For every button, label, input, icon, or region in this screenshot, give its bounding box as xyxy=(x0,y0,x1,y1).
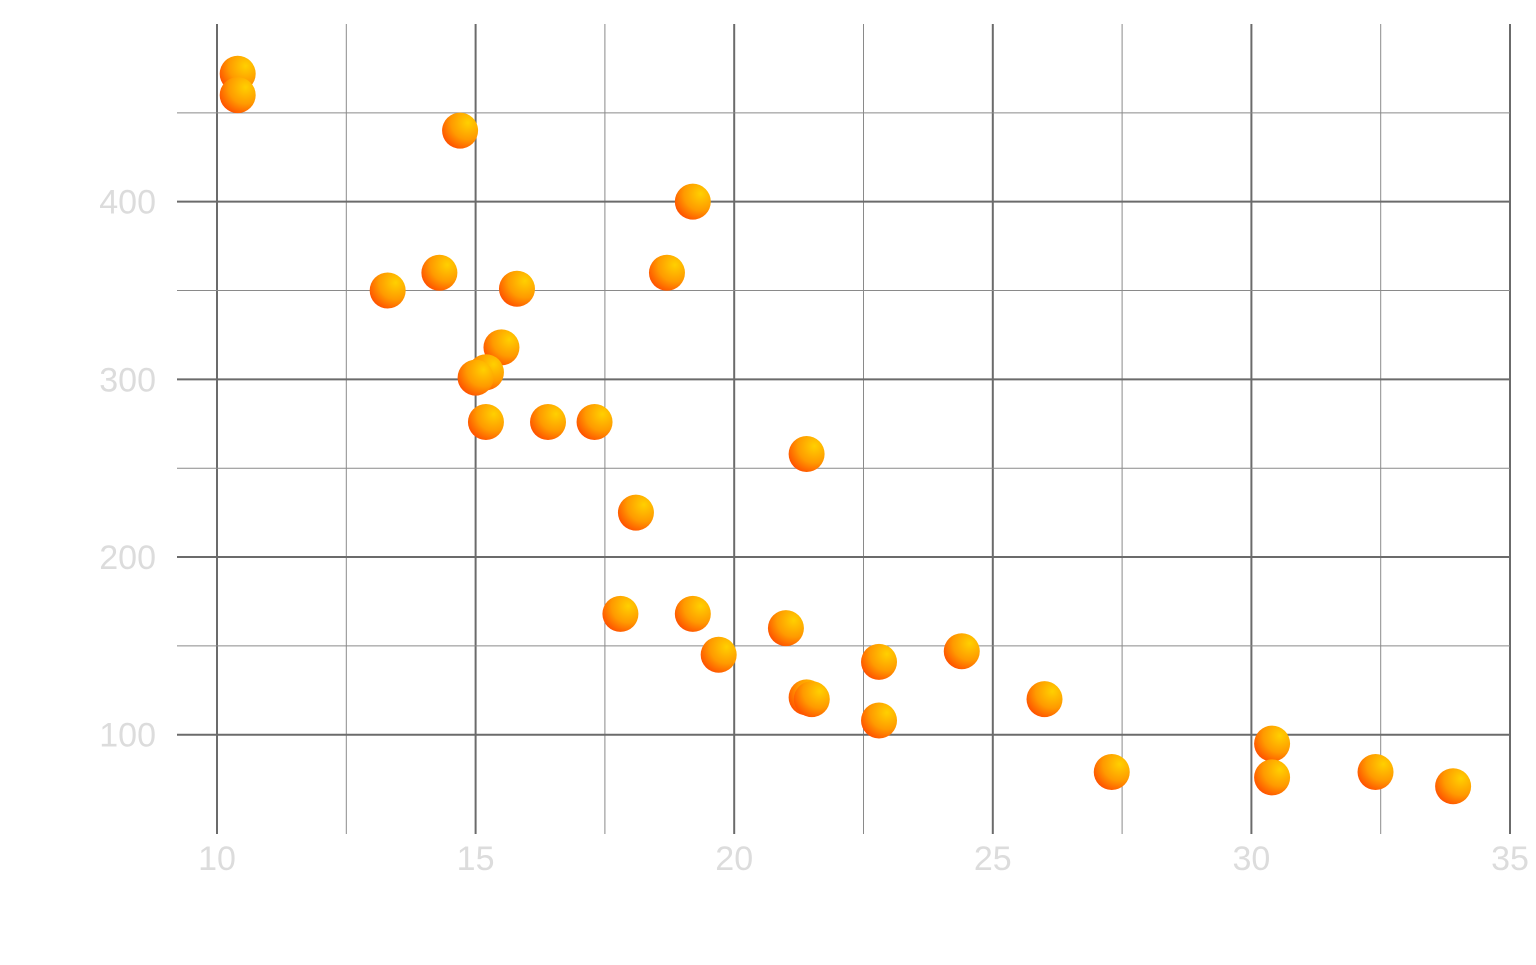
data-point xyxy=(861,643,898,680)
x-tick-label: 30 xyxy=(1232,840,1270,878)
data-point xyxy=(943,633,980,670)
data-point xyxy=(1026,681,1063,718)
data-point xyxy=(457,359,494,396)
data-point xyxy=(576,404,613,440)
tick-labels: 10 15 20 25 30 35 100 200 300 400 xyxy=(99,184,1529,878)
data-point xyxy=(369,272,406,309)
data-point xyxy=(788,435,825,472)
data-point xyxy=(793,681,830,718)
y-tick-label: 400 xyxy=(99,184,156,222)
x-tick-label: 10 xyxy=(198,840,236,878)
x-tick-label: 20 xyxy=(715,840,753,878)
data-point xyxy=(1093,754,1130,791)
data-point xyxy=(767,610,804,647)
data-point xyxy=(442,112,479,149)
data-point xyxy=(1254,725,1291,762)
data-point xyxy=(602,595,639,632)
data-points xyxy=(219,55,1472,805)
data-point xyxy=(861,702,898,739)
data-point xyxy=(617,494,654,531)
data-point xyxy=(530,404,567,440)
x-tick-label: 35 xyxy=(1491,840,1529,878)
x-tick-label: 15 xyxy=(457,840,495,878)
data-point xyxy=(219,77,256,114)
grid xyxy=(177,24,1511,834)
data-point xyxy=(674,595,711,632)
data-point xyxy=(498,270,535,307)
data-point xyxy=(1357,754,1394,791)
y-tick-label: 300 xyxy=(99,361,156,399)
y-tick-label: 100 xyxy=(99,717,156,755)
data-point xyxy=(1435,768,1472,805)
x-tick-label: 25 xyxy=(974,840,1012,878)
data-point xyxy=(421,254,458,291)
y-tick-label: 200 xyxy=(99,539,156,577)
data-point xyxy=(674,183,711,220)
data-point xyxy=(1254,759,1291,796)
data-point xyxy=(467,404,504,440)
data-point xyxy=(700,636,737,673)
data-point xyxy=(648,254,685,291)
